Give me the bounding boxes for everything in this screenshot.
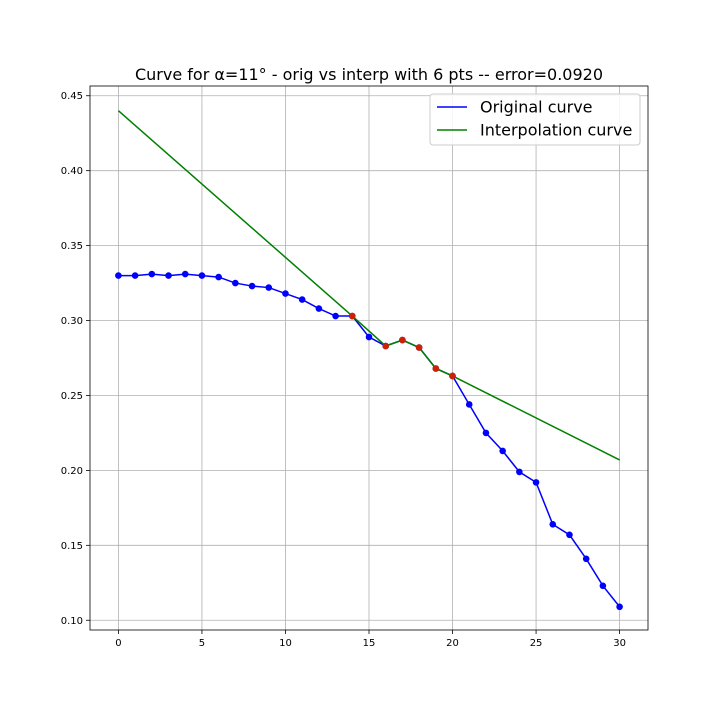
original-curve-point xyxy=(532,479,540,486)
y-tick-label: 0.20 xyxy=(61,466,83,477)
interpolation-node-point xyxy=(432,365,440,372)
original-curve-point xyxy=(198,272,206,279)
original-curve-point xyxy=(599,582,607,590)
original-curve-point xyxy=(148,270,156,278)
x-tick-label: 5 xyxy=(199,638,205,649)
y-tick-label: 0.10 xyxy=(61,616,83,627)
interpolation-node-point xyxy=(399,336,406,344)
original-curve-point xyxy=(499,447,506,455)
original-curve-point xyxy=(165,272,172,279)
interpolation-node-point xyxy=(415,344,423,351)
interpolation-node-point xyxy=(382,342,390,350)
original-curve-point xyxy=(315,305,323,312)
series-layer xyxy=(115,110,623,611)
y-tick-label: 0.45 xyxy=(61,91,83,102)
original-curve-point xyxy=(181,270,189,278)
original-curve-point xyxy=(365,333,373,341)
original-curve-point xyxy=(232,279,239,287)
original-curve-point xyxy=(332,312,339,320)
x-tick-label: 0 xyxy=(115,638,121,649)
original-curve-point xyxy=(566,531,573,539)
y-tick-label: 0.25 xyxy=(61,391,83,402)
legend-box xyxy=(429,93,641,146)
original-curve-point xyxy=(298,296,306,303)
legend-label: Original curve xyxy=(480,98,593,117)
original-curve-point xyxy=(115,272,122,279)
original-curve-point xyxy=(265,284,273,291)
original-curve-point xyxy=(549,521,557,528)
x-tick-label: 30 xyxy=(613,638,626,649)
tick-layer: 0 5 10 15 20 25 30 0.10 0.15 0.20 0.25 0.30 0.35 0.40… xyxy=(61,91,626,649)
original-curve-point xyxy=(248,282,256,290)
original-curve-point xyxy=(215,273,222,281)
legend: Original curve Interpolation curve xyxy=(429,93,641,146)
x-tick-label: 20 xyxy=(446,638,459,649)
original-curve-point xyxy=(582,555,590,563)
y-tick-label: 0.35 xyxy=(61,241,83,252)
interpolation-node-point xyxy=(348,312,356,320)
x-tick-label: 25 xyxy=(530,638,543,649)
original-curve-point xyxy=(516,468,523,476)
original-curve-point xyxy=(282,290,289,297)
original-curve-point xyxy=(482,429,490,437)
original-curve-point xyxy=(465,401,473,408)
original-curve-point xyxy=(131,272,139,279)
interpolation-node-point xyxy=(449,372,456,380)
y-tick-label: 0.15 xyxy=(61,541,83,552)
x-tick-label: 10 xyxy=(279,638,292,649)
y-tick-label: 0.30 xyxy=(61,316,83,327)
legend-label: Interpolation curve xyxy=(480,121,632,140)
grid xyxy=(90,86,648,630)
x-tick-label: 15 xyxy=(363,638,376,649)
y-tick-label: 0.40 xyxy=(61,166,83,177)
chart-title: Curve for α=11° - orig vs interp with 6 … xyxy=(135,65,603,84)
original-curve-point xyxy=(616,603,623,611)
